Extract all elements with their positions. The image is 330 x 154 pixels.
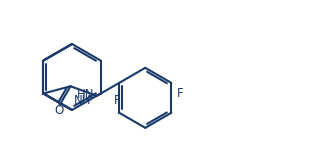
Text: F: F [114, 94, 120, 107]
Text: F: F [177, 87, 184, 100]
Text: NH: NH [74, 94, 91, 107]
Text: HN: HN [77, 88, 95, 101]
Text: O: O [55, 104, 64, 117]
